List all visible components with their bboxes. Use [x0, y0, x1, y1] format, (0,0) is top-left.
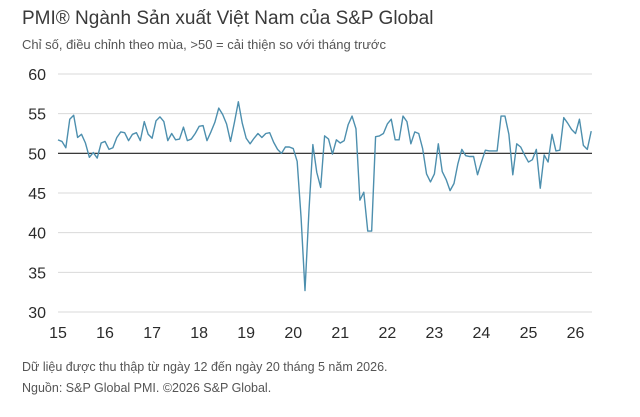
y-tick-label: 40	[28, 226, 46, 243]
x-tick-label: 21	[331, 325, 349, 342]
x-tick-label: 20	[284, 325, 302, 342]
y-tick-label: 55	[28, 107, 46, 124]
x-tick-label: 26	[567, 325, 585, 342]
x-tick-label: 22	[378, 325, 396, 342]
y-tick-label: 35	[28, 265, 46, 282]
x-tick-label: 23	[425, 325, 443, 342]
x-tick-label: 15	[49, 325, 67, 342]
pmi-series-line	[57, 101, 592, 292]
x-tick-label: 25	[520, 325, 538, 342]
x-tick-label: 19	[237, 325, 255, 342]
chart-title: PMI® Ngành Sản xuất Việt Nam của S&P Glo…	[22, 8, 434, 29]
y-tick-label: 45	[28, 186, 46, 203]
pmi-line-chart: 30 35 40 45 50 55 60 15 16 17 18 19 20 21 22 23 24 25 26	[28, 67, 592, 342]
x-tick-label: 17	[143, 325, 161, 342]
footnote-data-collection: Dữ liệu được thu thập từ ngày 12 đến ngà…	[22, 360, 388, 374]
y-tick-label: 60	[28, 67, 46, 84]
grid-lines	[58, 73, 592, 313]
y-tick-label: 50	[28, 146, 46, 163]
x-axis-ticks: 15 16 17 18 19 20 21 22 23 24 25 26	[49, 325, 584, 342]
y-axis-ticks: 30 35 40 45 50 55 60	[28, 67, 46, 322]
x-tick-label: 16	[96, 325, 114, 342]
y-tick-label: 30	[28, 305, 46, 322]
x-tick-label: 18	[190, 325, 208, 342]
x-tick-label: 24	[473, 325, 491, 342]
chart-subtitle: Chỉ số, điều chỉnh theo mùa, >50 = cải t…	[22, 37, 386, 52]
footnote-source: Nguồn: S&P Global PMI. ©2026 S&P Global.	[22, 381, 272, 395]
